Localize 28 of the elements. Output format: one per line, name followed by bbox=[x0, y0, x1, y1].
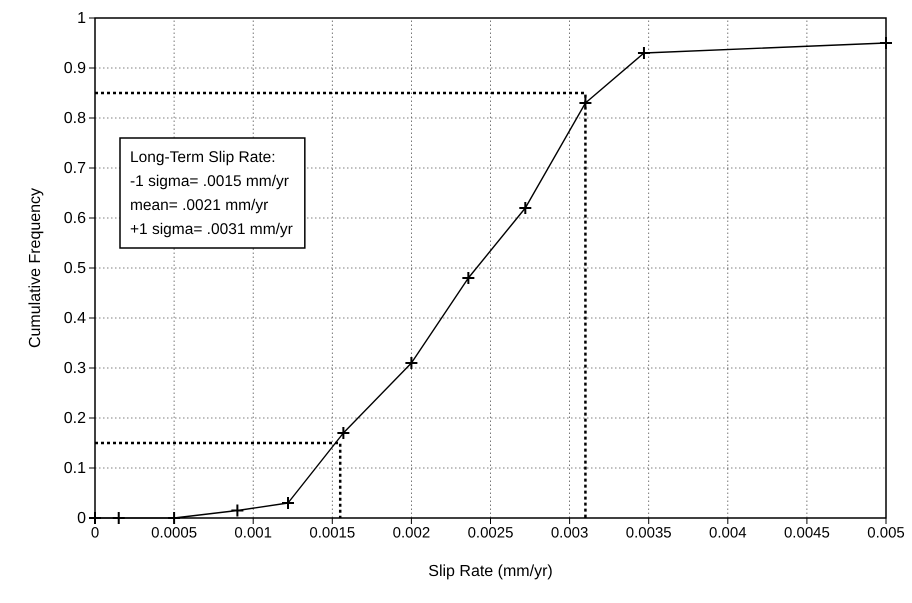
y-tick-label: 0.5 bbox=[64, 260, 86, 278]
y-tick-label: 0.2 bbox=[64, 410, 86, 428]
y-tick-label: 0.7 bbox=[64, 160, 86, 178]
y-tick-label: 0.8 bbox=[64, 110, 86, 128]
y-axis-title: Cumulative Frequency bbox=[27, 188, 44, 348]
x-tick-label: 0.0015 bbox=[309, 524, 356, 542]
x-tick-label: 0.001 bbox=[234, 524, 272, 542]
y-tick-label: 0.4 bbox=[64, 310, 86, 328]
x-tick-label: 0.0035 bbox=[626, 524, 672, 542]
x-tick-label: 0.0045 bbox=[784, 524, 830, 542]
x-tick-label: 0.004 bbox=[709, 524, 747, 542]
x-axis-title: Slip Rate (mm/yr) bbox=[428, 563, 553, 580]
annotation: -1 sigma= .0015 mm/yr bbox=[130, 173, 289, 190]
annotation: mean= .0021 mm/yr bbox=[130, 197, 268, 214]
y-tick-label: 1 bbox=[77, 10, 86, 28]
x-tick-label: 0.003 bbox=[550, 524, 588, 542]
y-tick-label: 0.9 bbox=[64, 60, 86, 78]
annotation: +1 sigma= .0031 mm/yr bbox=[130, 221, 293, 238]
y-tick-label: 0.3 bbox=[64, 360, 86, 378]
x-tick-label: 0.002 bbox=[392, 524, 430, 542]
x-tick-label: 0 bbox=[90, 524, 100, 542]
y-tick-label: 0.1 bbox=[64, 460, 86, 478]
y-tick-label: 0 bbox=[77, 510, 86, 528]
x-tick-label: 0.0025 bbox=[468, 524, 514, 542]
x-tick-label: 0.0005 bbox=[151, 524, 198, 542]
annotation: Long-Term Slip Rate: bbox=[130, 149, 276, 166]
x-tick-label: 0.005 bbox=[867, 524, 905, 542]
y-tick-label: 0.6 bbox=[64, 210, 86, 228]
